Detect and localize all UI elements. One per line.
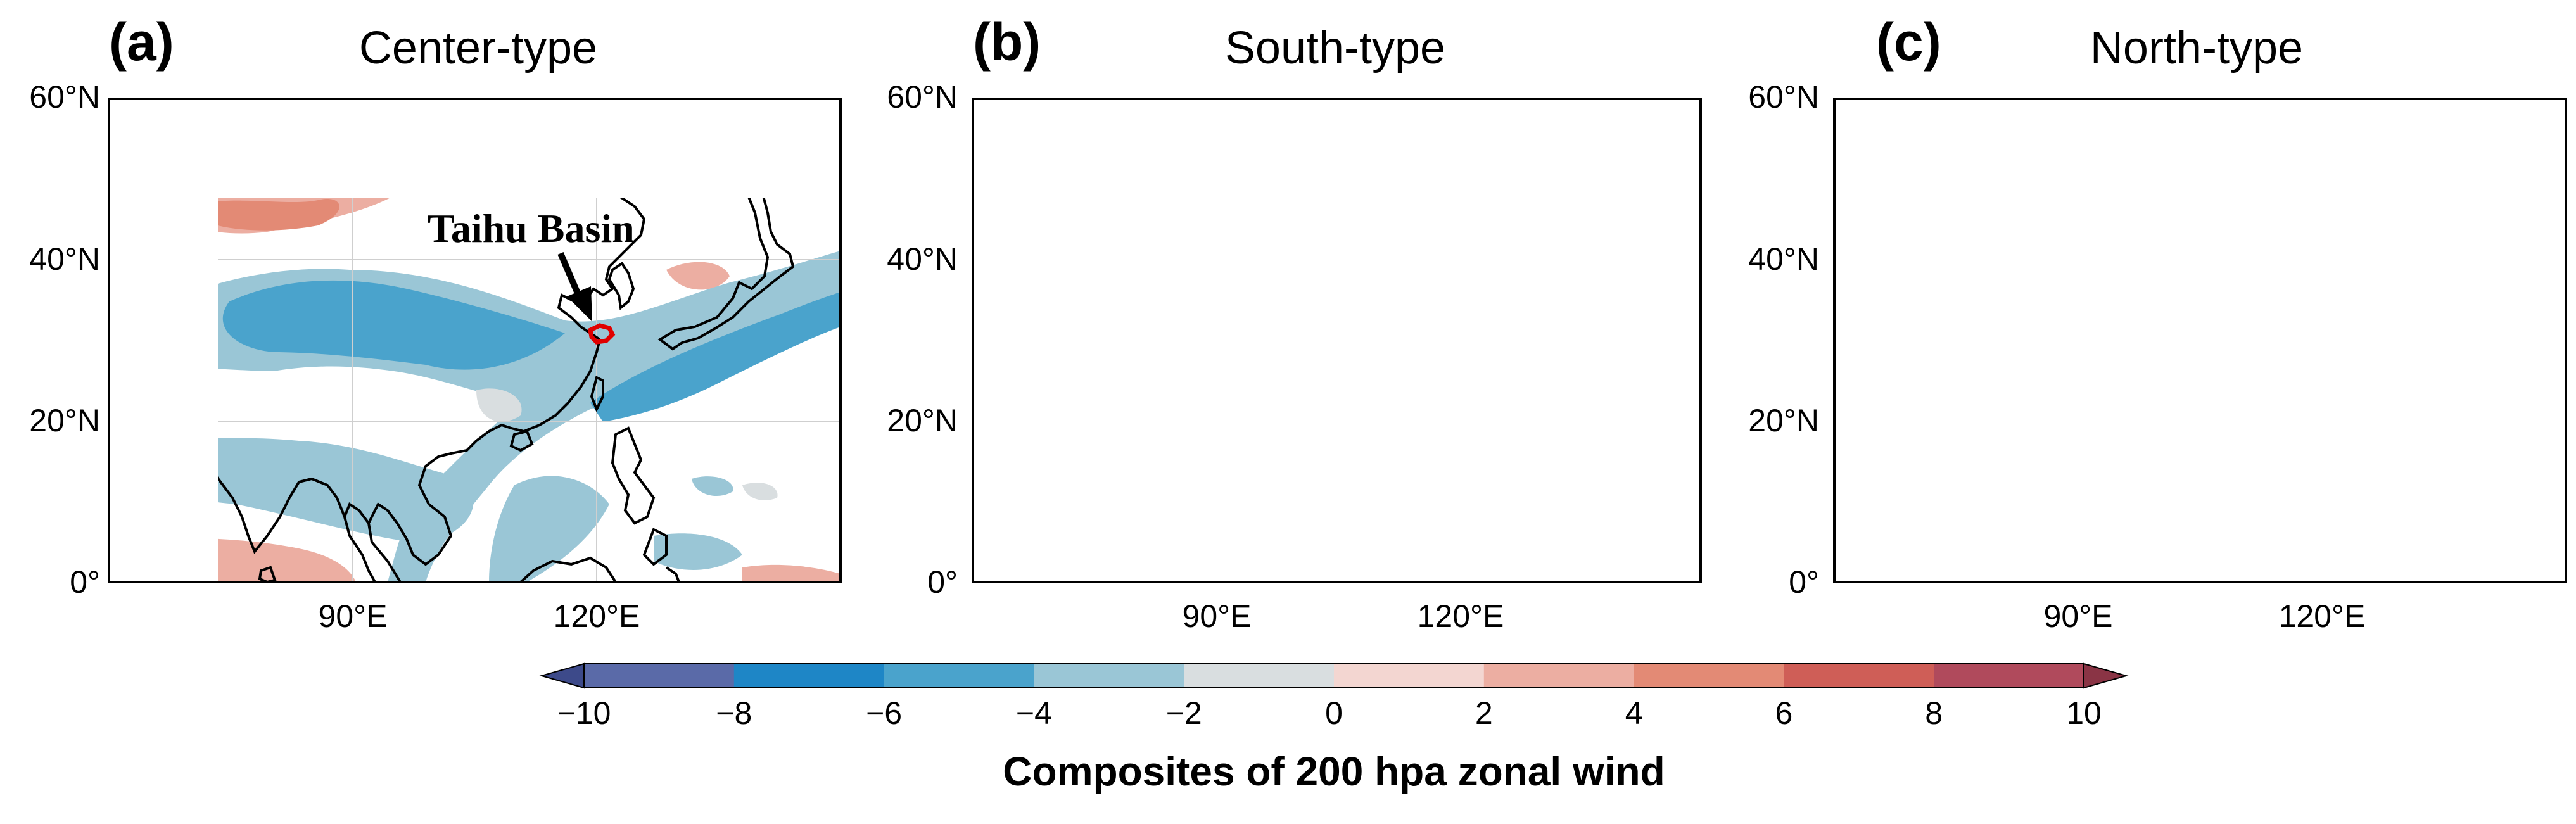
colorbar-tick-label: −10 [557,695,611,731]
lat-tick-40n-a: 40°N [29,241,100,277]
wind-contours-b [973,99,1704,582]
lat-tick-40n-b: 40°N [887,241,958,277]
lat-tick-20n-b: 20°N [887,403,958,438]
lat-tick-0-b: 0° [927,564,958,600]
colorbar-tick-label: 0 [1325,695,1343,731]
colorbar-segment [584,664,735,688]
colorbar-segment [1034,664,1184,688]
lat-tick-60n-b: 60°N [887,79,958,115]
colorbar-segment [1634,664,1784,688]
colorbar-segments [584,664,2084,688]
colorbar-tick-label: −4 [1016,695,1052,731]
panel-label-a: (a) [109,12,174,72]
wind-contours-a [218,198,841,582]
colorbar-tick-label: 4 [1625,695,1643,731]
lat-tick-0-a: 0° [70,564,100,600]
colorbar-tick-label: −8 [716,695,752,731]
annotation-arrow [557,252,583,299]
lon-tick-120e-a: 120°E [554,599,640,634]
annotation-arrowhead [567,286,592,322]
colorbar-segment [1184,664,1335,688]
colorbar-ticks: −10 −8 −6 −4 −2 0 2 4 6 8 10 [557,695,2102,731]
panel-title-b: South-type [1225,23,1445,73]
colorbar-segment [1334,664,1485,688]
lat-tick-20n-a: 20°N [29,403,100,438]
colorbar-title: Composites of 200 hpa zonal wind [1003,749,1665,794]
panel-title-c: North-type [2090,23,2303,73]
lat-tick-20n-c: 20°N [1748,403,1819,438]
colorbar-segment [1483,664,1635,688]
panel-a: (a) Center-type [29,12,842,634]
lon-tick-90e-a: 90°E [319,599,388,634]
colorbar-tick-label: 8 [1925,695,1943,731]
colorbar-segment [1784,664,1934,688]
lon-tick-90e-b: 90°E [1183,599,1252,634]
lon-tick-120e-c: 120°E [2279,599,2366,634]
colorbar: −10 −8 −6 −4 −2 0 2 4 6 8 10 Composites of 200 hpa… [539,662,2129,794]
colorbar-segment [884,664,1034,688]
colorbar-tick-label: 2 [1475,695,1493,731]
colorbar-segment [733,664,885,688]
lon-tick-90e-c: 90°E [2044,599,2113,634]
lat-tick-40n-c: 40°N [1748,241,1819,277]
taihu-basin-label: Taihu Basin [428,206,635,251]
panel-b: (b) South-type [887,12,1704,634]
lon-tick-120e-b: 120°E [1418,599,1504,634]
colorbar-extend-low [539,662,585,689]
colorbar-extend-high [2083,662,2129,689]
colorbar-tick-label: 6 [1775,695,1792,731]
colorbar-tick-label: 10 [2066,695,2102,731]
colorbar-tick-label: −6 [866,695,902,731]
panel-c: (c) North-type 60°N 4 [1748,12,2567,634]
lat-tick-60n-c: 60°N [1748,79,1819,115]
panel-label-c: (c) [1876,12,1941,72]
lat-tick-0-c: 0° [1789,564,1819,600]
panel-title-a: Center-type [359,23,597,73]
panel-label-b: (b) [973,12,1041,72]
colorbar-tick-label: −2 [1166,695,1202,731]
lat-tick-60n-a: 60°N [29,79,100,115]
wind-contours-c [1834,99,2566,496]
colorbar-segment [1934,664,2084,688]
